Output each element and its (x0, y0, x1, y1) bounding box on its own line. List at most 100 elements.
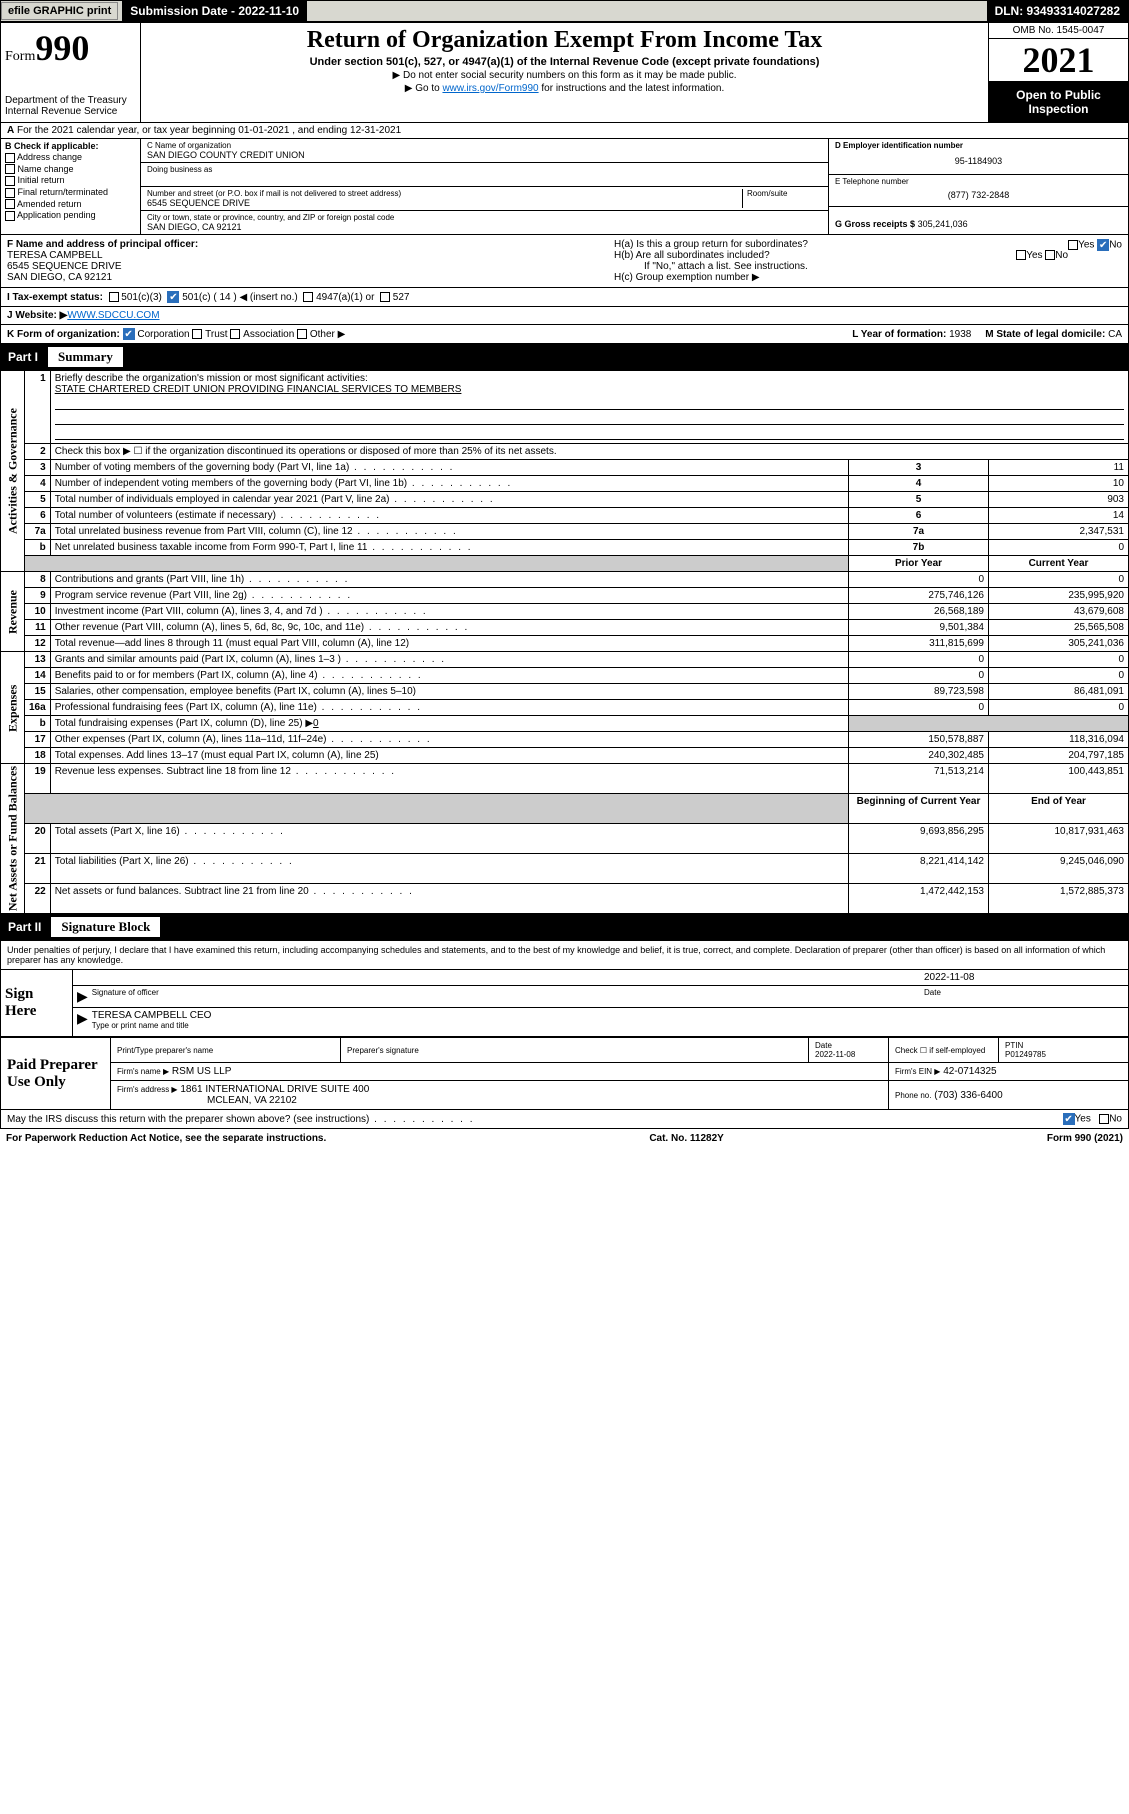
omb-number: OMB No. 1545-0047 (989, 23, 1128, 39)
irs-link[interactable]: www.irs.gov/Form990 (442, 83, 538, 94)
p16a: 0 (849, 700, 989, 716)
open-line1: Open to Public (991, 88, 1126, 102)
j-label: J Website: ▶ (7, 310, 67, 321)
line-16b: Total fundraising expenses (Part IX, col… (50, 716, 848, 732)
f-label: F Name and address of principal officer: (7, 239, 602, 250)
checked-icon[interactable]: ✔ (123, 328, 135, 340)
check-b-section: B Check if applicable: Address change Na… (1, 139, 141, 234)
f-h-row: F Name and address of principal officer:… (0, 235, 1129, 288)
p15: 89,723,598 (849, 684, 989, 700)
phone-label: E Telephone number (835, 177, 1122, 186)
paid-preparer-table: Paid Preparer Use Only Print/Type prepar… (0, 1037, 1129, 1110)
line-7b: Net unrelated business taxable income fr… (50, 540, 848, 556)
sig-officer-label: Signature of officer (92, 988, 924, 1005)
sig-fields: 2022-11-08 ▶ Signature of officer Date ▶… (73, 970, 1128, 1036)
dba-label: Doing business as (147, 165, 822, 174)
arrow-icon: ▶ (77, 1010, 88, 1030)
checkbox-icon (5, 176, 15, 186)
efile-print-button[interactable]: efile GRAPHIC print (1, 2, 118, 20)
checked-icon[interactable]: ✔ (1097, 239, 1109, 251)
chk-address-change[interactable]: Address change (5, 152, 136, 163)
line-10: Investment income (Part VIII, column (A)… (50, 604, 848, 620)
line-9: Program service revenue (Part VIII, line… (50, 588, 848, 604)
val-7b: 0 (989, 540, 1129, 556)
box-h: H(a) Is this a group return for subordin… (608, 235, 1128, 287)
line-14: Benefits paid to or for members (Part IX… (50, 668, 848, 684)
blank-line (55, 396, 1124, 410)
line-4: Number of independent voting members of … (50, 476, 848, 492)
gross-value: 305,241,036 (918, 219, 968, 229)
city-cell: City or town, state or province, country… (141, 211, 828, 234)
website-row: J Website: ▶ WWW.SDCCU.COM (0, 307, 1129, 325)
checkbox-icon[interactable] (303, 292, 313, 302)
form-number: 990 (35, 28, 89, 68)
checkbox-icon[interactable] (109, 292, 119, 302)
sig-officer-line: ▶ Signature of officer Date (73, 986, 1128, 1008)
p21: 8,221,414,142 (849, 854, 989, 884)
hb-note: If "No," attach a list. See instructions… (614, 261, 1122, 272)
checkbox-icon[interactable] (192, 329, 202, 339)
checkbox-icon[interactable] (1099, 1114, 1109, 1124)
part-1-header: Part I Summary (0, 344, 1129, 370)
line-1: Briefly describe the organization's miss… (50, 371, 1128, 444)
chk-initial-return[interactable]: Initial return (5, 175, 136, 186)
line-22: Net assets or fund balances. Subtract li… (50, 884, 848, 914)
street-address: 6545 SEQUENCE DRIVE (147, 198, 742, 208)
hb-row: H(b) Are all subordinates included? Yes … (614, 250, 1122, 261)
line-13: Grants and similar amounts paid (Part IX… (50, 652, 848, 668)
p14: 0 (849, 668, 989, 684)
checkbox-icon[interactable] (230, 329, 240, 339)
officer-addr2: SAN DIEGO, CA 92121 (7, 272, 602, 283)
officer-name-title: TERESA CAMPBELL CEO (92, 1010, 212, 1021)
chk-name-change[interactable]: Name change (5, 164, 136, 175)
m-label: M State of legal domicile: (985, 329, 1108, 340)
officer-addr1: 6545 SEQUENCE DRIVE (7, 261, 602, 272)
checkbox-icon[interactable] (1016, 250, 1026, 260)
checkbox-icon (5, 153, 15, 163)
org-name-cell: C Name of organization SAN DIEGO COUNTY … (141, 139, 828, 163)
checked-icon[interactable]: ✔ (167, 291, 179, 303)
room-label: Room/suite (747, 189, 822, 198)
c18: 204,797,185 (989, 748, 1129, 764)
vtab-governance: Activities & Governance (1, 371, 25, 572)
sig-declaration: Under penalties of perjury, I declare th… (1, 941, 1128, 969)
chk-application-pending[interactable]: Application pending (5, 210, 136, 221)
form-subtitle-1: Under section 501(c), 527, or 4947(a)(1)… (149, 56, 980, 68)
p10: 26,568,189 (849, 604, 989, 620)
checkbox-icon[interactable] (380, 292, 390, 302)
tax-year: 2021 (989, 39, 1128, 82)
line-19: Revenue less expenses. Subtract line 18 … (50, 764, 848, 794)
current-year-hdr: Current Year (989, 556, 1129, 572)
period-text: For the 2021 calendar year, or tax year … (17, 125, 401, 136)
sig-date-line: 2022-11-08 (73, 970, 1128, 986)
info-right: D Employer identification number 95-1184… (828, 139, 1128, 234)
checked-icon[interactable]: ✔ (1063, 1113, 1075, 1125)
arrow-icon: ▶ (77, 988, 88, 1005)
checkbox-icon[interactable] (297, 329, 307, 339)
header-center: Return of Organization Exempt From Incom… (141, 23, 988, 122)
part-1-label: Part I (8, 350, 38, 364)
chk-final-return[interactable]: Final return/terminated (5, 187, 136, 198)
footer-mid: Cat. No. 11282Y (649, 1133, 723, 1144)
sign-here-row: Sign Here 2022-11-08 ▶ Signature of offi… (1, 969, 1128, 1036)
c21: 9,245,046,090 (989, 854, 1129, 884)
city-label: City or town, state or province, country… (147, 213, 822, 222)
form-header: Form990 Department of the Treasury Inter… (0, 22, 1129, 123)
checkbox-icon[interactable] (1068, 240, 1078, 250)
ha-label: H(a) Is this a group return for subordin… (614, 239, 808, 250)
val-7a: 2,347,531 (989, 524, 1129, 540)
part-2-title: Signature Block (51, 917, 160, 937)
l-label: L Year of formation: (852, 329, 949, 340)
website-link[interactable]: WWW.SDCCU.COM (67, 310, 159, 321)
ein-label: D Employer identification number (835, 141, 1122, 150)
header-right: OMB No. 1545-0047 2021 Open to Public In… (988, 23, 1128, 122)
chk-amended-return[interactable]: Amended return (5, 199, 136, 210)
phone-cell: E Telephone number (877) 732-2848 (829, 175, 1128, 207)
dept-label: Department of the Treasury (5, 95, 136, 106)
open-line2: Inspection (991, 102, 1126, 116)
line-12: Total revenue—add lines 8 through 11 (mu… (50, 636, 848, 652)
ha-row: H(a) Is this a group return for subordin… (614, 239, 1122, 250)
footer-left: For Paperwork Reduction Act Notice, see … (6, 1133, 326, 1144)
line-21: Total liabilities (Part X, line 26) (50, 854, 848, 884)
checkbox-icon[interactable] (1045, 250, 1055, 260)
